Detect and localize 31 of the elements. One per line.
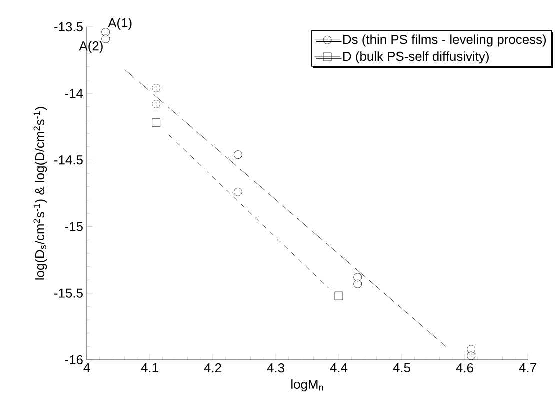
text: log(D$_{s}$/cm$^{2}$s$^{-1}$) & log(D/cm$^{2}$s$^{-1}$) [34, 107, 48, 280]
point [467, 345, 476, 354]
point [234, 150, 242, 160]
x-tick-label: 4.1 [141, 364, 158, 372]
point [334, 292, 344, 300]
annotation: A(1) [108, 18, 132, 30]
point [152, 84, 160, 92]
x-tick-label: 4.7 [519, 364, 536, 372]
point [152, 118, 160, 128]
point [354, 273, 362, 282]
x-axis-title: logM$_{n}$ [292, 380, 324, 392]
legend-label: D (bulk PS-self diffusivity) [344, 52, 489, 64]
annotation: A(2) [79, 41, 103, 54]
y-tick-label: -14 [65, 89, 84, 98]
point [234, 188, 242, 196]
y-tick-label: -14.5 [54, 156, 83, 165]
y-tick-label: -15 [65, 222, 83, 232]
point [467, 352, 476, 360]
x-tick-label: 4.3 [267, 364, 284, 373]
x-tick-label: 4.5 [393, 364, 410, 373]
point [102, 34, 110, 44]
point [152, 100, 160, 108]
y-tick-label: -15.5 [54, 288, 83, 298]
x-tick-label: 4.6 [456, 364, 474, 373]
x-tick-label: 4.4 [330, 364, 348, 372]
y-tick-label: -16 [65, 355, 83, 365]
y-tick-label: -13.5 [54, 22, 83, 32]
x-tick-label: 4.2 [204, 364, 222, 373]
x-tick-label: 4 [84, 364, 90, 372]
legend-label: Ds (thin PS films - leveling process) [344, 34, 546, 47]
point [354, 280, 362, 288]
